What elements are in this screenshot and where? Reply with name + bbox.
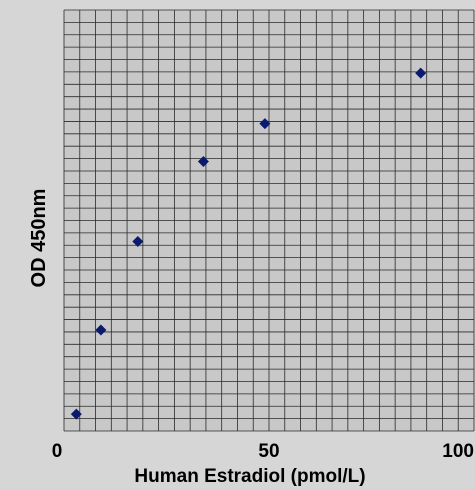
x-tick-labels: 0 50 100 [52, 441, 474, 462]
x-tick-label: 50 [258, 441, 279, 462]
gridlines [63, 9, 475, 432]
y-axis-label: OD 450nm [28, 189, 50, 288]
data-point [70, 408, 82, 420]
x-axis-label: Human Estradiol (pmol/L) [134, 466, 365, 487]
data-point [197, 156, 209, 168]
x-tick-label: 100 [442, 441, 474, 462]
data-point [415, 67, 427, 79]
data-point [132, 236, 144, 248]
data-point [259, 118, 271, 130]
x-tick-label: 0 [52, 441, 63, 462]
data-point [95, 324, 107, 336]
data-points [70, 67, 427, 420]
